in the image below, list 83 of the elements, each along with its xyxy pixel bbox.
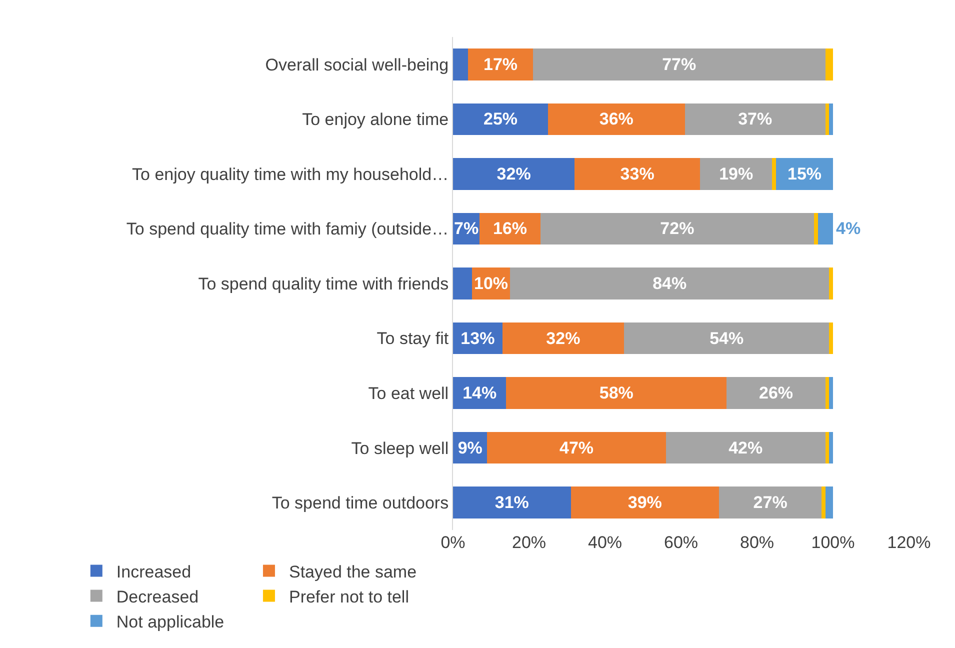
bar <box>829 432 833 464</box>
legend-label: Prefer not to tell <box>288 587 409 606</box>
bar <box>453 486 571 518</box>
bar <box>453 158 575 190</box>
bar <box>772 158 776 190</box>
legend-label: Not applicable <box>116 612 224 632</box>
bar <box>453 48 468 80</box>
x-tick-label: 20% <box>512 533 546 552</box>
bar <box>814 212 818 245</box>
data-label: 42% <box>728 438 763 458</box>
bar <box>510 268 830 300</box>
bar <box>825 48 833 80</box>
x-tick-label: 60% <box>664 533 698 552</box>
bar <box>506 377 727 409</box>
bar <box>570 486 719 518</box>
bar <box>719 486 822 518</box>
data-label: 32% <box>496 164 531 184</box>
data-label: 14% <box>462 384 497 403</box>
x-tick-label: 0% <box>440 533 466 552</box>
data-label: 39% <box>628 493 662 512</box>
y-tick-label: To spend quality time with friends <box>198 274 449 294</box>
data-label: 37% <box>738 110 772 129</box>
data-label: 77% <box>662 54 696 74</box>
x-tick-label: 40% <box>588 533 622 552</box>
data-label: 84% <box>652 274 687 293</box>
data-label: 9% <box>458 438 482 458</box>
bar <box>548 103 685 136</box>
bar <box>825 377 830 409</box>
data-label: 16% <box>492 219 528 238</box>
data-label: 25% <box>483 110 518 129</box>
data-label: 31% <box>494 493 529 512</box>
y-tick-label: Overall social well-being <box>265 55 449 74</box>
y-tick-label: To spend time outdoors <box>272 494 449 513</box>
x-tick-label: 100% <box>811 533 855 552</box>
data-label: 47% <box>559 438 594 458</box>
bar <box>829 322 833 354</box>
y-tick-label: To enjoy alone time <box>302 110 449 130</box>
legend-label: Stayed the same <box>288 562 417 582</box>
data-label: 17% <box>483 54 518 74</box>
legend-label: Decreased <box>116 587 199 606</box>
data-label: 15% <box>787 164 822 184</box>
data-label: 72% <box>660 219 694 238</box>
data-label: 36% <box>599 110 634 129</box>
data-label: 4% <box>836 219 861 238</box>
bar <box>822 486 826 518</box>
bar <box>818 212 833 245</box>
data-label: 32% <box>546 328 580 348</box>
bar <box>825 103 830 136</box>
y-tick-label: To stay fit <box>376 329 449 348</box>
y-tick-label: To enjoy quality time with my household… <box>132 164 449 184</box>
y-tick-label: To eat well <box>368 384 449 404</box>
bar <box>540 212 814 245</box>
data-label: 26% <box>758 384 794 403</box>
bar <box>825 432 830 464</box>
data-label: 7% <box>454 219 479 238</box>
data-label: 27% <box>753 493 788 512</box>
bar <box>684 103 826 136</box>
legend-label: Increased <box>116 562 192 582</box>
y-tick-label: To sleep well <box>351 438 449 458</box>
bar <box>829 268 833 300</box>
x-tick-label: 120% <box>887 533 931 552</box>
bar <box>700 158 772 190</box>
bar <box>502 322 624 354</box>
bar <box>829 103 833 136</box>
bar <box>468 48 533 80</box>
bar <box>453 268 472 300</box>
bar <box>829 377 833 409</box>
x-tick-label: 80% <box>740 533 774 552</box>
data-label: 19% <box>719 164 754 184</box>
bar <box>726 377 826 409</box>
data-label: 13% <box>460 328 495 348</box>
bar <box>453 103 548 136</box>
bar <box>574 158 700 190</box>
data-label: 58% <box>599 384 634 403</box>
data-label: 54% <box>710 328 744 348</box>
bar <box>825 486 833 518</box>
y-tick-label: To spend quality time with famiy (outside… <box>126 220 449 239</box>
data-label: 33% <box>620 164 654 184</box>
bar <box>487 432 666 464</box>
bar <box>532 48 826 80</box>
bar <box>666 432 826 464</box>
bar <box>624 322 830 354</box>
data-label: 10% <box>474 274 508 293</box>
